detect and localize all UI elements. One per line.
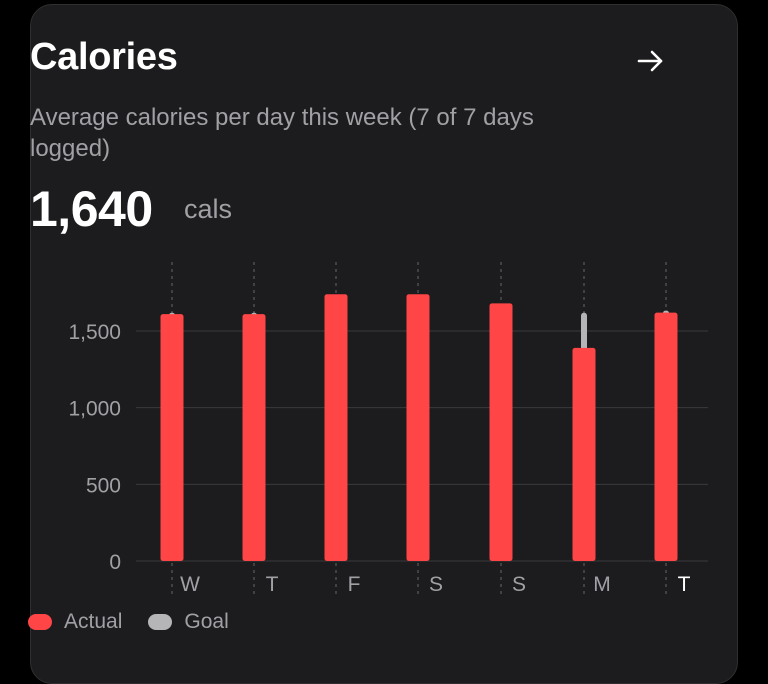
x-tick-label: F <box>348 573 361 596</box>
legend-label-actual: Actual <box>64 610 123 633</box>
goal-bar <box>581 312 587 352</box>
x-tick-label: T <box>678 573 691 596</box>
actual-bar <box>406 294 430 561</box>
average-calories-value: 1,640 <box>30 181 153 237</box>
y-tick-label: 500 <box>86 474 121 497</box>
y-tick-label: 1,500 <box>68 321 121 344</box>
legend-swatch-actual <box>28 614 52 630</box>
x-tick-label: M <box>593 573 611 596</box>
x-tick-label: T <box>266 573 279 596</box>
actual-bar <box>160 314 184 561</box>
legend-swatch-goal <box>148 614 173 630</box>
card-subtitle: Average calories per day this week (7 of… <box>30 104 534 162</box>
actual-bar <box>242 314 266 561</box>
y-tick-label: 1,000 <box>68 398 121 421</box>
legend-item-goal: Goal <box>148 610 229 634</box>
x-tick-label: S <box>512 573 526 596</box>
actual-bar <box>324 294 348 561</box>
calories-card[interactable] <box>30 4 738 684</box>
card-title: Calories <box>30 36 178 78</box>
legend-label-goal: Goal <box>184 610 229 633</box>
legend-item-actual: Actual <box>28 610 122 634</box>
actual-bar <box>654 312 678 561</box>
y-tick-label: 0 <box>109 551 121 574</box>
chart-legend: Actual Goal <box>28 610 255 634</box>
actual-bar <box>572 347 596 561</box>
x-tick-label: S <box>429 573 443 596</box>
actual-bar <box>489 303 513 561</box>
average-calories-unit: cals <box>184 194 233 224</box>
arrow-right-icon[interactable] <box>636 46 666 76</box>
calories-bar-chart: 0 500 1,000 1,500 W T F S S M T <box>68 262 708 596</box>
x-tick-label: W <box>180 573 200 596</box>
